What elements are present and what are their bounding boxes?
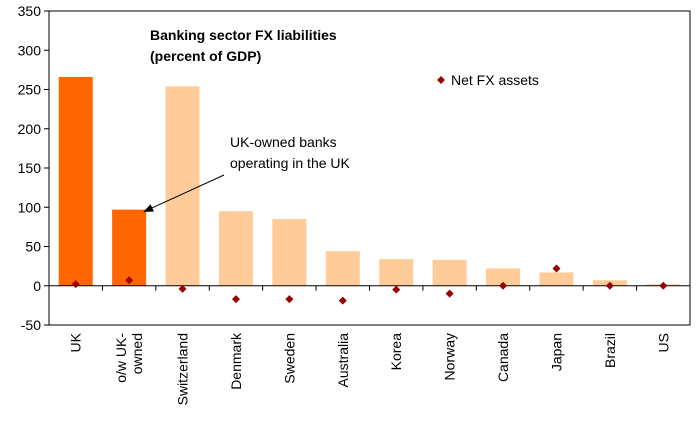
bar <box>218 211 253 286</box>
x-tick-label: Sweden <box>281 333 297 384</box>
y-tick-label: 150 <box>18 160 42 176</box>
net-fx-point <box>552 264 561 273</box>
annotation-line-1: UK-owned banks <box>230 134 337 150</box>
x-tick-label: Korea <box>388 333 404 371</box>
net-fx-point <box>338 296 347 305</box>
x-tick-label: Denmark <box>228 332 244 390</box>
bar <box>379 259 414 286</box>
y-tick-label: -50 <box>21 317 41 333</box>
net-fx-points <box>71 264 668 305</box>
x-tick-label: Australia <box>335 333 351 388</box>
bar <box>486 268 521 286</box>
y-tick-label: 350 <box>18 3 42 19</box>
bar <box>58 76 93 286</box>
y-axis: -50 0 50 100 150 200 250 300 350 <box>18 3 691 333</box>
net-fx-point <box>231 295 240 304</box>
y-tick-label: 100 <box>18 199 42 215</box>
net-fx-point <box>659 281 668 290</box>
legend-diamond-marker <box>437 76 445 84</box>
x-tick-label: Japan <box>548 333 564 371</box>
legend-label: Net FX assets <box>451 72 539 88</box>
category-labels: UK o/w UK-owned Switzerland Denmark Sweden Au… <box>68 332 672 405</box>
annotation-line-2: operating in the UK <box>230 155 351 171</box>
y-tick-label: 300 <box>18 42 42 58</box>
bar <box>325 251 360 286</box>
y-tick-label: 250 <box>18 82 42 98</box>
net-fx-point <box>71 280 80 289</box>
annotation-arrow <box>143 174 225 213</box>
x-tick-label: Switzerland <box>175 333 191 405</box>
y-tick-label: 200 <box>18 121 42 137</box>
net-fx-point <box>392 285 401 294</box>
net-fx-point <box>285 295 294 304</box>
x-tick-label: Canada <box>495 333 511 382</box>
net-fx-point <box>125 276 134 285</box>
net-fx-point <box>499 281 508 290</box>
x-tick-label: o/w UK- <box>113 333 129 383</box>
x-tick-label: Brazil <box>602 333 618 368</box>
bar <box>165 86 200 286</box>
bar <box>112 209 147 286</box>
bars <box>58 76 681 286</box>
net-fx-point <box>445 289 454 298</box>
bar <box>539 272 574 286</box>
net-fx-point <box>605 281 614 290</box>
net-fx-point <box>178 284 187 293</box>
x-tick-label: UK <box>68 332 84 352</box>
chart-title-line-2: (percent of GDP) <box>150 48 261 64</box>
bar <box>432 259 467 286</box>
x-axis <box>48 285 691 291</box>
y-tick-label: 50 <box>25 239 41 255</box>
legend: Net FX assets <box>437 72 539 88</box>
x-tick-label: US <box>655 333 671 352</box>
x-tick-label: owned <box>129 333 145 374</box>
bar <box>272 219 307 286</box>
chart-title-line-1: Banking sector FX liabilities <box>150 27 337 43</box>
annotation: UK-owned banks operating in the UK <box>143 134 351 213</box>
y-tick-label: 0 <box>33 278 41 294</box>
x-tick-label: Norway <box>442 333 458 380</box>
